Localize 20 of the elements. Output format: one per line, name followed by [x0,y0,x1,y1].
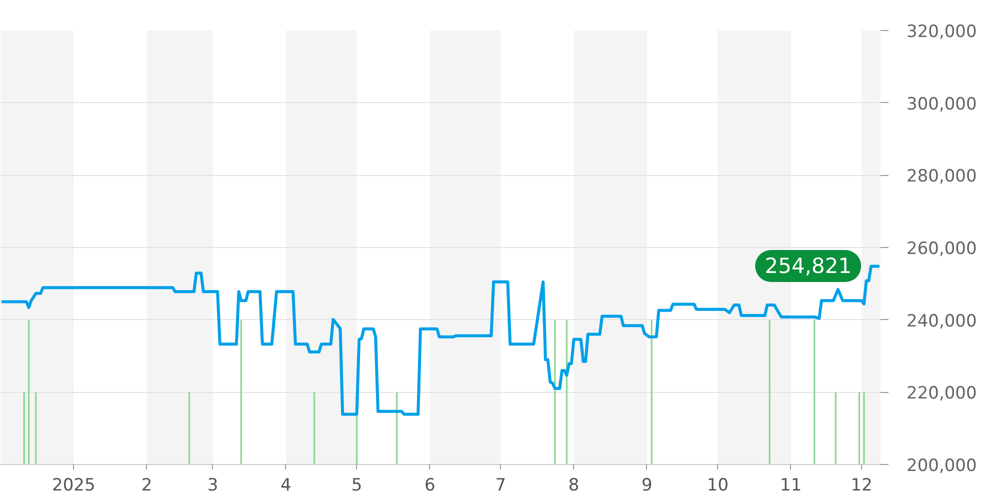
x-tick-label: 10 [706,476,729,496]
y-tick-label: 320,000 [906,22,977,42]
x-tick-label: 5 [351,476,362,496]
x-tick-label: 6 [424,476,436,496]
x-tick-label: 4 [280,476,292,496]
x-tick-label: 3 [207,476,218,496]
x-tick-label: 7 [495,476,506,496]
x-tick-label: 9 [642,476,652,496]
annotation: 254,821 [754,250,862,282]
x-tick-label: 12 [850,476,872,496]
x-tick-label: 2 [141,476,152,496]
x-tick-label: 8 [568,476,580,496]
y-tick-label: 280,000 [906,166,977,187]
y-tick-label: 220,000 [906,384,977,404]
y-tick-label: 300,000 [906,94,977,114]
y-tick-label: 240,000 [906,311,977,332]
x-tick-label: 2025 [52,476,96,496]
y-tick-label: 260,000 [906,239,977,259]
y-tick-label: 200,000 [906,456,977,476]
x-tick-label: 11 [780,476,802,496]
